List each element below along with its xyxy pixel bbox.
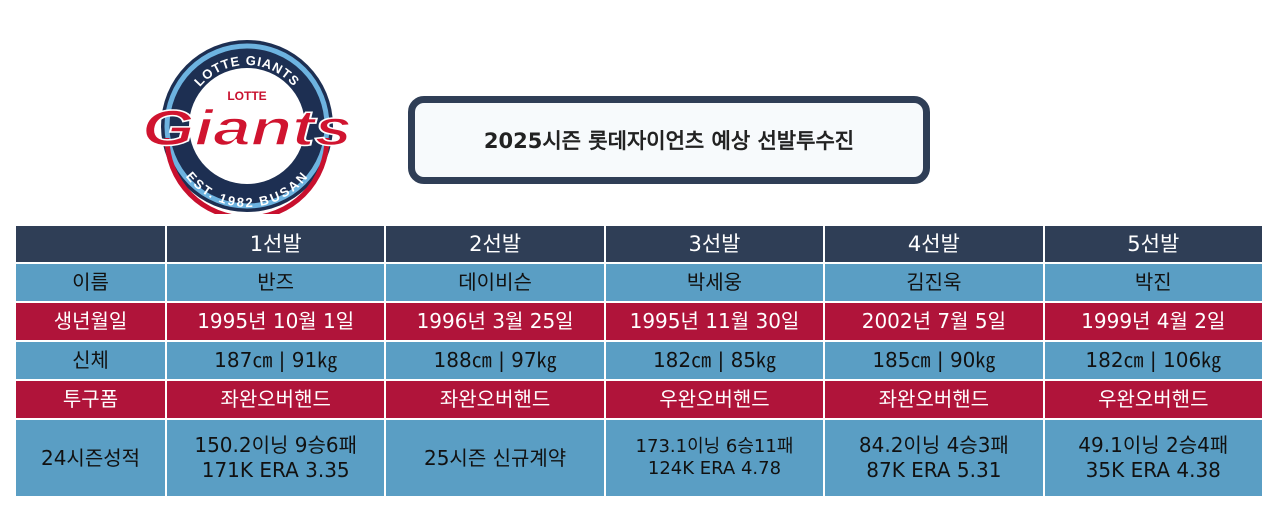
table-cell: 좌완오버핸드 <box>823 379 1045 420</box>
stat-line: 49.1이닝 2승4패 <box>1078 433 1229 457</box>
header-cell: 4선발 <box>823 224 1045 264</box>
header-cell: 5선발 <box>1042 224 1265 264</box>
table-cell: 좌완오버핸드 <box>164 379 387 420</box>
table-cell: 84.2이닝 4승3패 87K ERA 5.31 <box>823 418 1045 498</box>
stat-line: 35K ERA 4.38 <box>1085 458 1221 482</box>
header-cell: 2선발 <box>384 224 606 264</box>
svg-text:LOTTE: LOTTE <box>227 89 266 103</box>
stat-line: 171K ERA 3.35 <box>201 458 350 482</box>
table-cell: 1996년 3월 25일 <box>384 301 606 342</box>
table-cell: 반즈 <box>164 262 387 303</box>
row-label: 이름 <box>14 262 167 303</box>
lotte-giants-logo: LOTTE GIANTS EST. 1982 BUSAN LOTTE Giant… <box>141 40 353 214</box>
table-cell: 185㎝ | 90㎏ <box>823 340 1045 381</box>
stat-line: 150.2이닝 9승6패 <box>194 433 358 457</box>
table-cell: 2002년 7월 5일 <box>823 301 1045 342</box>
row-label: 생년월일 <box>14 301 167 342</box>
page-title: 2025시즌 롯데자이언츠 예상 선발투수진 <box>408 96 930 184</box>
table-cell: 박세웅 <box>603 262 826 303</box>
table-cell: 1995년 11월 30일 <box>603 301 826 342</box>
stat-line: 25시즌 신규계약 <box>423 445 567 470</box>
table-cell: 187㎝ | 91㎏ <box>164 340 387 381</box>
stat-line: 87K ERA 5.31 <box>866 458 1002 482</box>
stat-line: 84.2이닝 4승3패 <box>858 433 1009 457</box>
header-row: 1선발 2선발 3선발 4선발 5선발 <box>14 224 1265 264</box>
pitcher-table: 1선발 2선발 3선발 4선발 5선발 이름 반즈 데이비슨 박세웅 김진욱 박… <box>14 224 1265 498</box>
stat-line: 173.1이닝 6승11패 <box>635 435 794 457</box>
table-cell: 우완오버핸드 <box>1042 379 1265 420</box>
header-cell <box>14 224 167 264</box>
table-cell: 25시즌 신규계약 <box>384 418 606 498</box>
table-cell: 49.1이닝 2승4패 35K ERA 4.38 <box>1042 418 1265 498</box>
header-cell: 1선발 <box>164 224 387 264</box>
table-row-pitching-form: 투구폼 좌완오버핸드 좌완오버핸드 우완오버핸드 좌완오버핸드 우완오버핸드 <box>14 379 1265 420</box>
svg-text:Giants: Giants <box>142 100 352 156</box>
table-row-name: 이름 반즈 데이비슨 박세웅 김진욱 박진 <box>14 262 1265 303</box>
table-cell: 김진욱 <box>823 262 1045 303</box>
table-cell: 1995년 10월 1일 <box>164 301 387 342</box>
stat-line: 124K ERA 4.78 <box>647 458 782 479</box>
table-row-birthdate: 생년월일 1995년 10월 1일 1996년 3월 25일 1995년 11월… <box>14 301 1265 342</box>
table-row-stats: 24시즌성적 150.2이닝 9승6패 171K ERA 3.35 25시즌 신규… <box>14 418 1265 498</box>
row-label: 투구폼 <box>14 379 167 420</box>
row-label: 신체 <box>14 340 167 381</box>
table-cell: 173.1이닝 6승11패 124K ERA 4.78 <box>603 418 826 498</box>
table-cell: 박진 <box>1042 262 1265 303</box>
table-cell: 150.2이닝 9승6패 171K ERA 3.35 <box>164 418 387 498</box>
table-row-body: 신체 187㎝ | 91㎏ 188㎝ | 97㎏ 182㎝ | 85㎏ 185㎝… <box>14 340 1265 381</box>
table-cell: 우완오버핸드 <box>603 379 826 420</box>
row-label: 24시즌성적 <box>14 418 167 498</box>
header-cell: 3선발 <box>603 224 826 264</box>
title-text: 2025시즌 롯데자이언츠 예상 선발투수진 <box>483 129 855 153</box>
table-cell: 182㎝ | 106㎏ <box>1042 340 1265 381</box>
table-cell: 188㎝ | 97㎏ <box>384 340 606 381</box>
table-cell: 182㎝ | 85㎏ <box>603 340 826 381</box>
table-cell: 데이비슨 <box>384 262 606 303</box>
table-cell: 1999년 4월 2일 <box>1042 301 1265 342</box>
table-cell: 좌완오버핸드 <box>384 379 606 420</box>
